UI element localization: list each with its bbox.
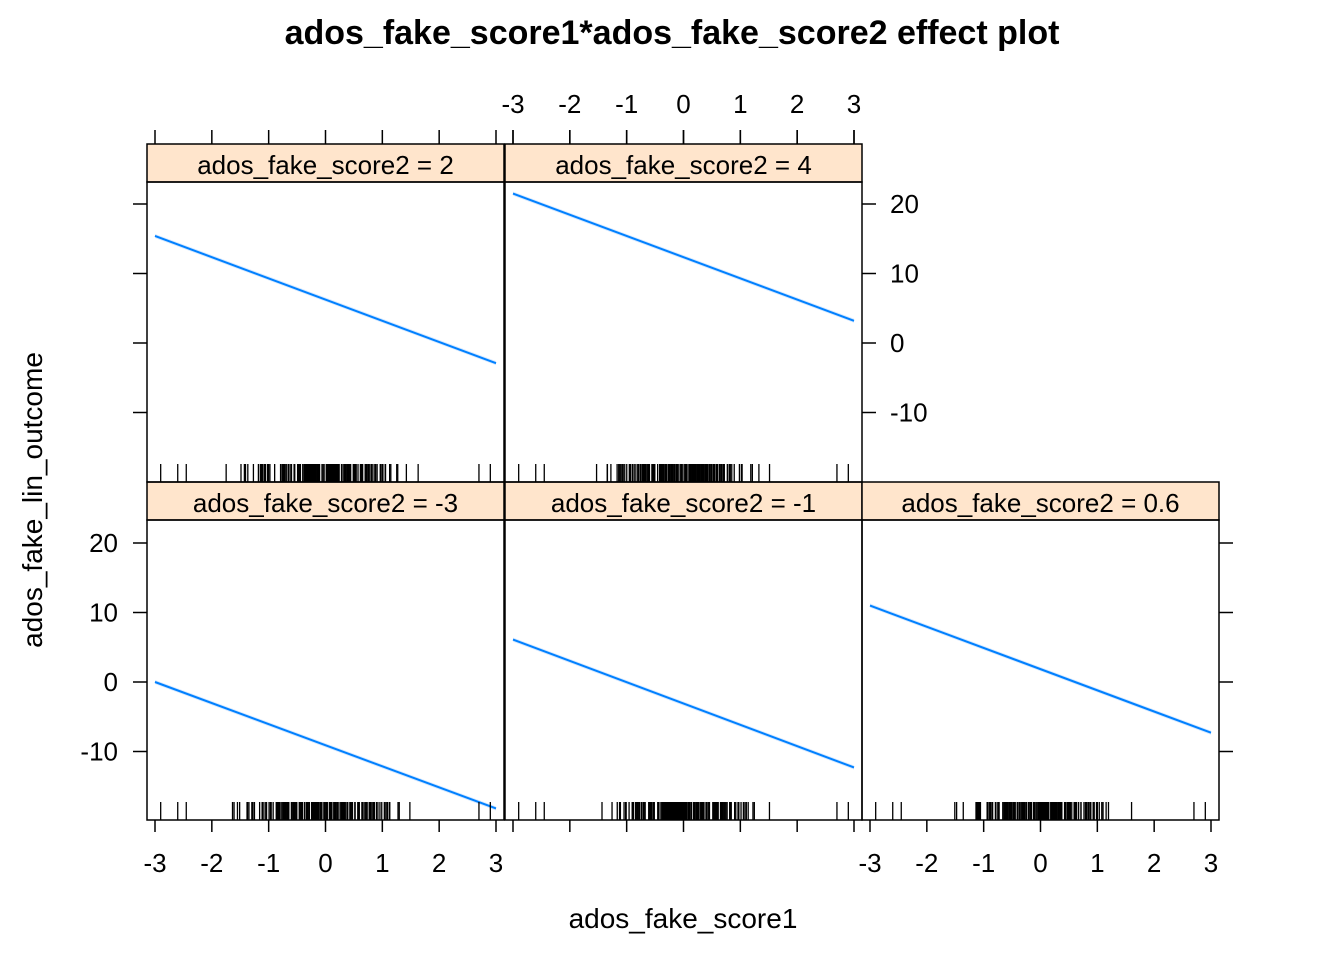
x-tick-label: 1 (375, 848, 389, 878)
x-tick-label: 0 (1033, 848, 1047, 878)
panel-box-0 (146, 519, 505, 821)
strip-label-1: ados_fake_score2 = -1 (551, 488, 816, 518)
y-tick-label: -10 (890, 398, 928, 428)
y-tick-label: 10 (89, 598, 118, 628)
rug-0 (160, 802, 491, 820)
y-tick-label: 20 (89, 528, 118, 558)
strip-3 (146, 143, 505, 183)
x-tick-label: -1 (257, 848, 280, 878)
panel-box-1 (504, 519, 863, 821)
strip-label-2: ados_fake_score2 = 0.6 (901, 488, 1179, 518)
x-tick-label: 0 (318, 848, 332, 878)
y-tick-label: 10 (890, 259, 919, 289)
series-line-1 (512, 638, 855, 769)
y-tick-label: -10 (80, 737, 118, 767)
rug-2 (875, 802, 1206, 820)
x-tick-label: 1 (733, 89, 747, 119)
x-tick-label: -3 (501, 89, 524, 119)
x-tick-label: 3 (489, 848, 503, 878)
y-axis-label: ados_fake_lin_outcome (17, 352, 48, 648)
strip-label-4: ados_fake_score2 = 4 (555, 150, 812, 180)
panel-box-3 (146, 181, 505, 483)
x-tick-label: -2 (558, 89, 581, 119)
x-tick-label: 2 (1147, 848, 1161, 878)
rug-3 (160, 464, 491, 482)
series-line-3 (154, 235, 497, 365)
x-tick-label: -3 (858, 848, 881, 878)
x-tick-label: -3 (143, 848, 166, 878)
x-tick-label: -1 (615, 89, 638, 119)
strip-1 (504, 481, 863, 521)
x-tick-label: -2 (915, 848, 938, 878)
x-tick-label: -1 (972, 848, 995, 878)
strip-label-0: ados_fake_score2 = -3 (193, 488, 458, 518)
rug-4 (518, 464, 849, 482)
x-tick-label: 2 (790, 89, 804, 119)
panel-box-4 (504, 181, 863, 483)
x-axis-label: ados_fake_score1 (569, 903, 798, 934)
strip-2 (861, 481, 1220, 521)
x-tick-label: 2 (432, 848, 446, 878)
strip-0 (146, 481, 505, 521)
x-tick-label: 1 (1090, 848, 1104, 878)
chart-title: ados_fake_score1*ados_fake_score2 effect… (285, 14, 1060, 52)
series-line-0 (154, 681, 497, 810)
x-tick-label: -2 (200, 848, 223, 878)
strip-label-3: ados_fake_score2 = 2 (197, 150, 454, 180)
panels: ados_fake_score2 = -3 ados_fake_score2 = … (80, 89, 1233, 878)
y-tick-label: 0 (890, 328, 904, 358)
x-tick-label: 3 (847, 89, 861, 119)
x-tick-label: 0 (676, 89, 690, 119)
series-line-4 (512, 192, 855, 322)
x-tick-label: 3 (1204, 848, 1218, 878)
rug-1 (518, 802, 849, 820)
y-tick-label: 0 (104, 667, 118, 697)
y-tick-label: 20 (890, 189, 919, 219)
series-line-2 (869, 604, 1212, 734)
strip-4 (504, 143, 863, 183)
